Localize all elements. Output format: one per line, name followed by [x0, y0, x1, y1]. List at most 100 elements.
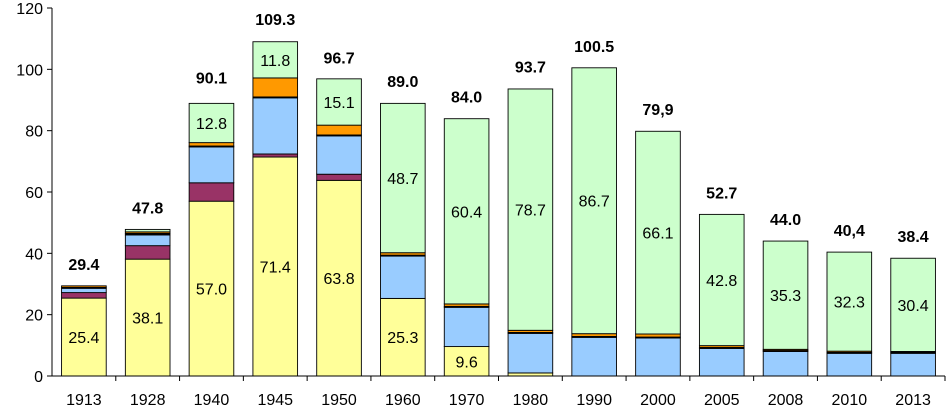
y-tick-label: 100	[16, 62, 43, 79]
y-tick-label: 0	[34, 369, 43, 386]
bar-segment	[124, 234, 171, 247]
segment-value-label: 30.4	[898, 298, 929, 315]
segment-value-label: 86.7	[579, 194, 610, 211]
y-tick-label: 60	[25, 185, 43, 202]
bar-segment	[380, 102, 426, 254]
segment-value-label: 25.3	[387, 330, 418, 347]
bar-segment	[61, 287, 107, 294]
bar-segment	[61, 297, 107, 377]
bar-segment	[826, 352, 873, 377]
bar-segment	[252, 156, 299, 377]
bar-segment	[762, 351, 809, 377]
x-tick-label: 1913	[66, 392, 102, 409]
bar-total-label: 29.4	[68, 257, 99, 274]
bar-segment	[252, 77, 299, 98]
bar-total-label: 38.4	[898, 229, 929, 246]
segment-value-label: 42.8	[706, 273, 737, 290]
segment-value-label: 15.1	[323, 95, 354, 112]
bar-segment	[890, 257, 936, 352]
x-axis: 1913 1928 1940 1945 1950 1960 1970 1980 1990 2000…	[52, 375, 946, 409]
bar-total-label: 47.8	[132, 200, 163, 217]
x-tick-label: 1928	[130, 392, 166, 409]
bar-segment	[571, 67, 617, 335]
bar-segment	[698, 347, 745, 377]
bar-segment	[443, 346, 490, 377]
bar-segment	[252, 41, 299, 79]
bars-group	[61, 41, 936, 377]
bar-segment	[698, 213, 745, 347]
bar-segment	[316, 135, 362, 175]
x-tick-label: 1960	[385, 392, 421, 409]
bar-segment	[507, 332, 554, 374]
bar-segment	[188, 142, 235, 147]
y-axis: 0 20 40 60 80 100 120	[16, 1, 53, 386]
x-tick-label: 2013	[895, 392, 931, 409]
y-tick-label: 20	[25, 308, 43, 325]
labels-group: 25.4 29.4 38.1 47.8 57.0 12.8 90.1 71.4 11.8 109.…	[68, 12, 928, 371]
bar-total-label: 89.0	[387, 74, 418, 91]
bar-total-label: 90.1	[196, 71, 227, 88]
bar-segment	[380, 255, 426, 299]
x-tick-label: 2005	[704, 392, 740, 409]
bar-segment	[635, 333, 681, 338]
segment-value-label: 25.4	[68, 330, 99, 347]
bar-total-label: 79,9	[642, 102, 673, 119]
bar-segment	[316, 179, 362, 377]
bar-segment	[61, 292, 107, 299]
x-tick-label: 2008	[768, 392, 804, 409]
bar-segment	[316, 78, 362, 126]
bar-total-label: 100.5	[574, 39, 614, 56]
segment-value-label: 71.4	[260, 260, 291, 277]
bar-segment	[61, 285, 107, 288]
bar-total-label: 40,4	[834, 223, 865, 240]
bar-segment	[507, 88, 554, 331]
bar-segment	[443, 118, 490, 305]
bar-segment	[188, 102, 235, 144]
bar-segment	[124, 258, 171, 377]
bar-total-label: 44.0	[770, 212, 801, 229]
bar-segment	[380, 297, 426, 377]
segment-value-label: 57.0	[196, 282, 227, 299]
segment-value-label: 32.3	[834, 295, 865, 312]
bar-total-label: 96.7	[323, 50, 354, 67]
x-tick-label: 2010	[832, 392, 868, 409]
x-tick-label: 1990	[576, 392, 612, 409]
bar-segment	[890, 352, 936, 377]
bar-segment	[635, 130, 681, 335]
x-tick-label: 1945	[257, 392, 293, 409]
x-tick-label: 2000	[640, 392, 676, 409]
bar-segment	[188, 182, 235, 202]
segment-value-label: 63.8	[323, 271, 354, 288]
bar-total-label: 109.3	[255, 12, 295, 29]
segment-value-label: 78.7	[515, 203, 546, 220]
segment-value-label: 38.1	[132, 311, 163, 328]
segment-value-label: 11.8	[260, 53, 290, 70]
bar-total-label: 84.0	[451, 89, 482, 106]
segment-value-label: 12.8	[196, 116, 227, 133]
y-tick-label: 120	[16, 1, 43, 18]
bar-segment	[124, 245, 171, 260]
bar-total-label: 93.7	[515, 60, 546, 77]
segment-value-label: 48.7	[387, 171, 418, 188]
bar-segment	[316, 173, 362, 181]
segment-value-label: 9.6	[455, 354, 477, 371]
bar-segment	[252, 97, 299, 155]
bar-segment	[635, 337, 681, 377]
bar-segment	[826, 251, 873, 352]
bar-segment	[188, 146, 235, 184]
bar-segment	[124, 228, 171, 233]
bar-segment	[316, 124, 362, 136]
x-tick-label: 1970	[449, 392, 485, 409]
bar-segment	[188, 200, 235, 377]
bar-segment	[571, 336, 617, 377]
bar-total-label: 52.7	[706, 185, 737, 202]
y-tick-label: 80	[25, 124, 43, 141]
bar-segment	[443, 306, 490, 348]
x-tick-label: 1940	[194, 392, 230, 409]
y-tick-label: 40	[25, 246, 43, 263]
bar-segment	[762, 240, 809, 350]
x-tick-label: 1980	[513, 392, 549, 409]
segment-value-label: 35.3	[770, 288, 801, 305]
bar-segment	[252, 153, 299, 158]
